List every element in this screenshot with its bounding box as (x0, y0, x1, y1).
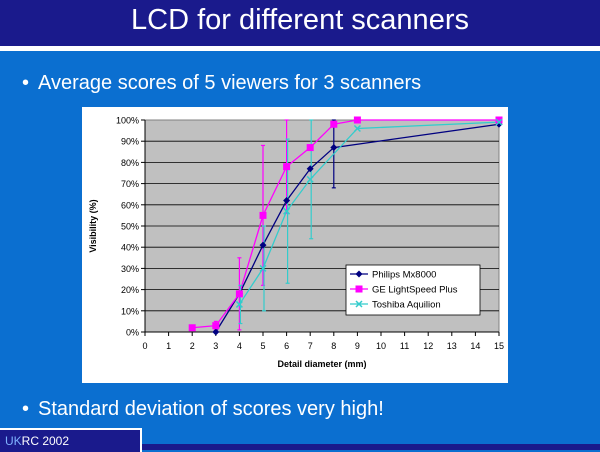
bullet-dot: • (22, 398, 30, 420)
toshiba-point (306, 175, 314, 183)
philips-point (330, 144, 338, 152)
toshiba-point (495, 118, 503, 126)
bullet-2-text: Standard deviation of scores very high! (38, 398, 384, 420)
toshiba-point (283, 207, 291, 215)
x-tick-label: 14 (470, 341, 480, 351)
philips-point (495, 120, 503, 128)
x-tick-label: 8 (331, 341, 336, 351)
toshiba-point (353, 124, 361, 133)
bullet-1: • Average scores of 5 viewers for 3 scann… (22, 72, 421, 95)
philips-point (259, 241, 267, 249)
bullet-2: • Standard deviation of scores very high! (22, 398, 384, 421)
footer-text: UKRC 2002 (5, 434, 69, 448)
bullet-1-text: Average scores of 5 viewers for 3 scanne… (38, 72, 422, 94)
ge-point (212, 322, 220, 330)
footer-rest: RC 2002 (21, 434, 70, 448)
y-axis-label: Visibility (%) (88, 199, 98, 252)
x-tick-label: 15 (494, 341, 504, 351)
ge-point (188, 324, 196, 332)
x-tick-label: 12 (423, 341, 433, 351)
ge-point (259, 211, 267, 219)
x-tick-label: 9 (355, 341, 360, 351)
x-axis-label: Detail diameter (mm) (277, 359, 366, 369)
y-tick-label: 40% (121, 243, 139, 253)
ge-point (235, 290, 243, 298)
title-divider (0, 46, 600, 51)
y-tick-label: 60% (121, 200, 139, 210)
y-tick-label: 30% (121, 264, 139, 274)
lcd-chart: 0%10%20%30%40%50%60%70%80%90%100%0 1 2 3 4 5 6… (88, 116, 504, 370)
toshiba-point (235, 300, 243, 308)
footer-strip (0, 444, 600, 450)
y-tick-label: 50% (121, 222, 139, 232)
legend-ge-marker (355, 285, 363, 293)
y-tick-label: 100% (116, 116, 139, 126)
ge-point (330, 120, 338, 128)
title-bar: LCD for different scanners (0, 0, 600, 46)
philips-point (306, 165, 314, 173)
x-tick-label: 5 (260, 341, 265, 351)
philips-point (283, 197, 291, 205)
x-tick-label: 2 (190, 341, 195, 351)
legend-ge-label: GE LightSpeed Plus (372, 285, 458, 296)
ge-point (495, 116, 503, 124)
chart-panel: 0% 10% 20% 30% 40% 50% 60% 70% 80% 90% 100% 0 1 2 3 4 5 6… (82, 107, 508, 383)
y-tick-label: 20% (121, 285, 139, 295)
y-tick-label: 10% (121, 306, 139, 316)
legend-box (345, 264, 481, 316)
x-tick-label: 7 (308, 341, 313, 351)
legend-toshiba-marker (355, 300, 363, 308)
legend-toshiba-label: Toshiba Aquilion (372, 300, 441, 311)
ge-point (353, 116, 361, 124)
toshiba-point (259, 264, 267, 272)
y-tick-label: 80% (121, 158, 139, 168)
x-tick-label: 3 (213, 341, 218, 351)
ge-point (306, 144, 314, 152)
footer-uk: UK (5, 434, 22, 448)
legend-philips-label: Philips Mx8000 (372, 270, 436, 281)
x-tick-label: 11 (400, 341, 409, 351)
ge-point (283, 163, 291, 171)
x-tick-label: 1 (166, 341, 171, 351)
y-tick-label: 90% (121, 137, 139, 147)
x-tick-label: 10 (376, 341, 386, 351)
x-tick-label: 4 (237, 341, 242, 351)
slide-title: LCD for different scanners (131, 4, 469, 36)
toshiba-line (238, 121, 500, 305)
y-tick-label: 0% (126, 328, 139, 338)
x-tick-label: 13 (447, 341, 457, 351)
legend-philips-marker (355, 270, 363, 278)
x-tick-label: 0 (142, 341, 147, 351)
y-tick-label: 70% (121, 179, 139, 189)
footer-box: UKRC 2002 (0, 428, 142, 452)
philips-point (212, 328, 220, 336)
bullet-dot: • (22, 72, 30, 94)
x-tick-label: 6 (284, 341, 289, 351)
